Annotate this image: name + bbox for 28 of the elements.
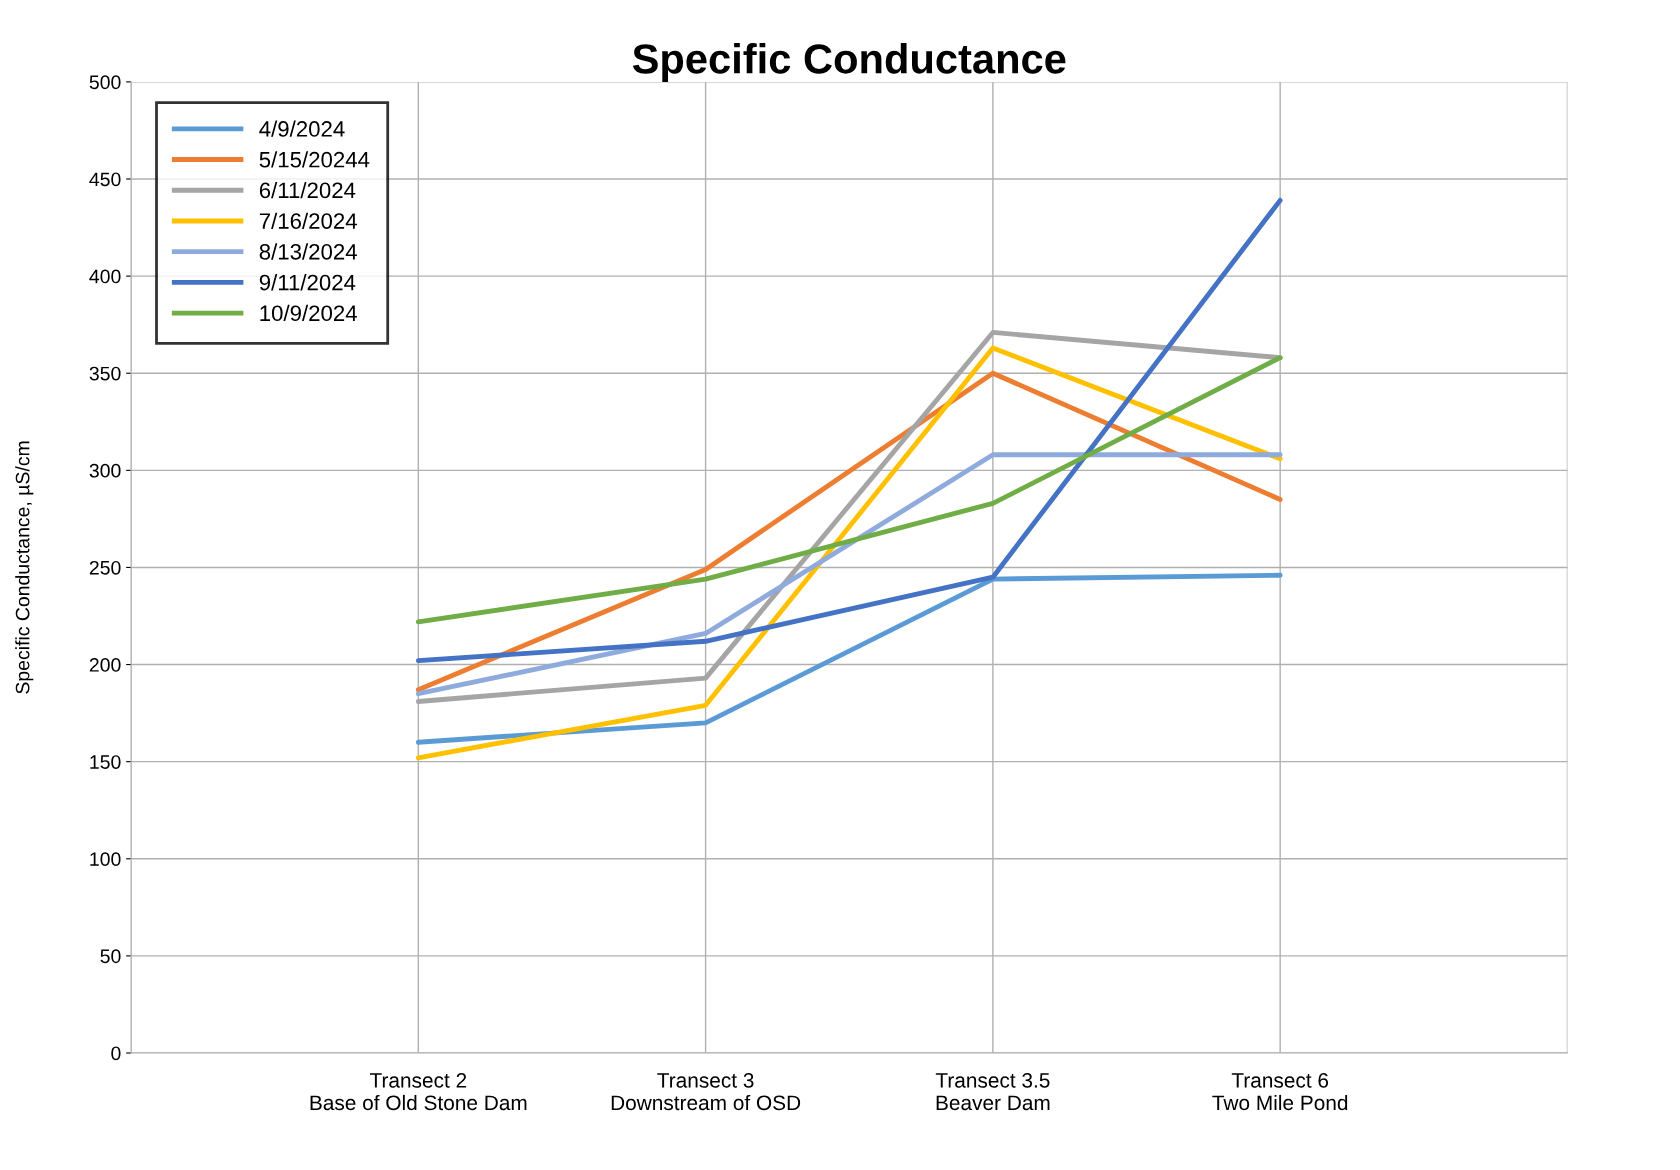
legend-label: 8/13/2024 bbox=[259, 243, 357, 260]
x-tick-label: Transect 3 Downstream of OSD bbox=[611, 1072, 801, 1111]
y-tick-label: 300 bbox=[89, 463, 121, 478]
y-tick-label: 400 bbox=[89, 269, 121, 284]
chart-title: Specific Conductance bbox=[632, 43, 1066, 82]
legend-label: 10/9/2024 bbox=[260, 304, 357, 322]
legend-label: 6/11/2024 bbox=[259, 181, 356, 199]
legend-label: 4/9/2024 bbox=[259, 120, 345, 137]
line-series bbox=[415, 355, 1283, 625]
x-tick-label: Transect 6 Two Mile Pond bbox=[1212, 1072, 1348, 1111]
y-tick-label: 150 bbox=[90, 755, 121, 769]
y-tick-label: 450 bbox=[89, 172, 121, 187]
legend-label: 9/11/2024 bbox=[259, 274, 356, 291]
line-series bbox=[415, 345, 1283, 761]
legend-label: 5/15/20244 bbox=[259, 151, 370, 168]
y-tick-label: 350 bbox=[89, 366, 121, 381]
x-tick-label: Transect 2 Base of Old Stone Dam bbox=[310, 1072, 527, 1111]
legend-label: 7/16/2024 bbox=[259, 212, 357, 229]
x-tick-label: Transect 3.5 Beaver Dam bbox=[935, 1072, 1050, 1111]
y-tick-label: 500 bbox=[89, 75, 121, 90]
line-series bbox=[415, 572, 1283, 745]
y-tick-label: 200 bbox=[89, 658, 121, 672]
y-tick-label: 250 bbox=[89, 560, 121, 575]
y-tick-label: 50 bbox=[100, 949, 121, 964]
y-tick-label: 0 bbox=[111, 1046, 121, 1061]
line-series bbox=[415, 197, 1283, 664]
y-axis-title: Specific Conductance, µS/cm bbox=[15, 441, 34, 694]
y-tick-label: 100 bbox=[90, 852, 121, 867]
